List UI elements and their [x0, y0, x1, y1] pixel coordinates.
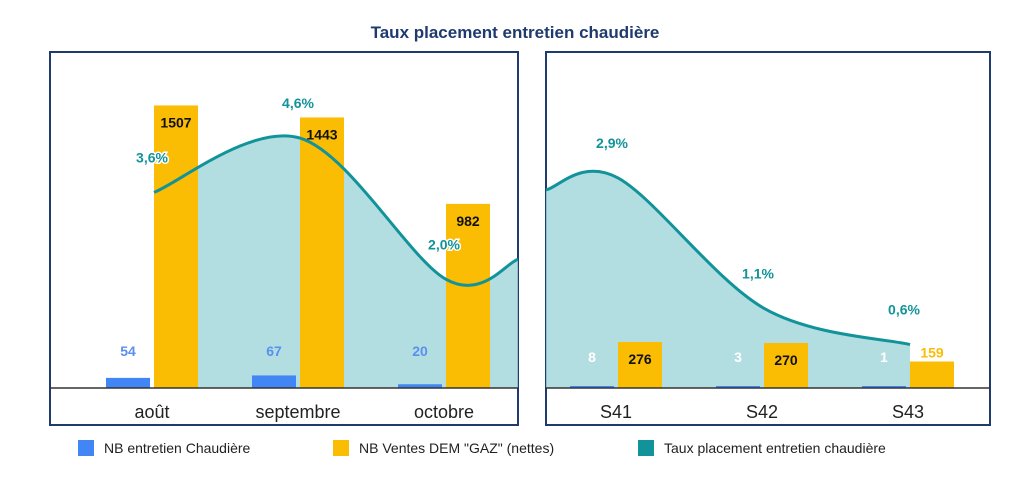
bar-ventes [446, 203, 490, 388]
bar-entretien [398, 384, 442, 388]
tick-label: octobre [414, 402, 474, 422]
data-label-taux: 4,6% [282, 95, 314, 111]
tick-label: S43 [892, 402, 924, 422]
legend-label-taux: Taux placement entretien chaudière [664, 440, 886, 456]
chart-title: Taux placement entretien chaudière [371, 23, 660, 42]
bar-ventes [910, 361, 954, 388]
data-label-entretien: 3 [734, 349, 742, 365]
data-label-taux: 3,6% [136, 149, 168, 165]
data-label-ventes: 1507 [160, 114, 191, 130]
panel-semaines: S41 276 8 2,9% S42 270 3 1,1% S43 159 1 0,6% [545, 51, 991, 426]
bar-entretien [862, 386, 906, 388]
rate-line [153, 134, 519, 287]
legend-label-entretien: NB entretien Chaudière [104, 440, 251, 456]
data-label-ventes: 1443 [306, 126, 337, 142]
bar-ventes [154, 105, 198, 388]
legend-swatch-taux [638, 440, 654, 456]
data-label-ventes: 276 [628, 351, 652, 367]
bar-entretien [106, 377, 150, 388]
data-label-entretien: 67 [266, 343, 282, 359]
data-label-taux: 2,9% [596, 135, 628, 151]
data-label-taux: 2,0% [428, 236, 460, 252]
data-label-taux: 1,1% [742, 265, 774, 281]
rate-line [545, 169, 911, 346]
data-label-ventes: 982 [456, 213, 480, 229]
tick-label: S42 [746, 402, 778, 422]
data-label-entretien: 54 [120, 343, 136, 359]
bar-ventes [764, 343, 808, 388]
data-label-ventes: 159 [920, 345, 944, 361]
legend: NB entretien Chaudière NB Ventes DEM "GAZ… [78, 440, 886, 456]
panel-mois: août 1507 54 3,6% septembre 1443 67 4,6% octobre… [49, 51, 519, 426]
legend-swatch-entretien [78, 440, 94, 456]
data-label-ventes: 270 [774, 352, 798, 368]
panel-frame [49, 51, 519, 426]
data-label-entretien: 8 [588, 349, 596, 365]
data-label-taux: 0,6% [888, 302, 920, 318]
rate-area [546, 171, 910, 388]
bar-entretien [716, 386, 760, 388]
tick-label: septembre [255, 402, 340, 422]
bar-ventes [300, 117, 344, 388]
tick-label: août [134, 402, 169, 422]
legend-label-ventes: NB Ventes DEM "GAZ" (nettes) [359, 440, 554, 456]
data-label-entretien: 1 [880, 349, 888, 365]
legend-swatch-ventes [333, 440, 349, 456]
bar-entretien [570, 386, 614, 388]
tick-label: S41 [600, 402, 632, 422]
bar-entretien [252, 375, 296, 388]
bar-ventes [618, 342, 662, 388]
data-label-entretien: 20 [412, 343, 428, 359]
